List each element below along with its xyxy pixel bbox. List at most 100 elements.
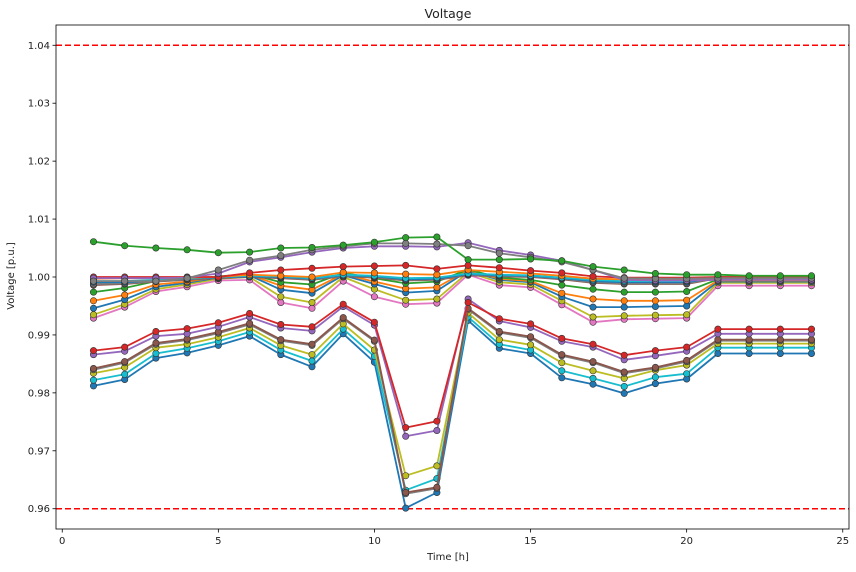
data-point-19-3: [183, 274, 191, 282]
data-point-20-18: [651, 269, 659, 277]
data-point-6-14: [527, 320, 535, 328]
y-tick-label-4: 1.00: [28, 273, 50, 284]
data-point-4-9: [370, 336, 378, 344]
x-tick-label-0: 0: [59, 536, 65, 547]
data-point-16-7: [308, 273, 316, 281]
series-line-6: [93, 301, 812, 429]
data-point-6-12: [464, 298, 472, 306]
data-point-6-7: [308, 323, 316, 331]
data-point-19-13: [495, 249, 503, 257]
data-point-4-23: [807, 336, 815, 344]
data-point-20-5: [246, 248, 254, 256]
data-point-10-15: [558, 289, 566, 297]
data-point-9-19: [683, 302, 691, 310]
series-line-2: [93, 311, 812, 477]
data-point-19-5: [246, 256, 254, 264]
data-point-4-19: [683, 356, 691, 364]
data-point-4-1: [121, 358, 129, 366]
data-point-17-9: [370, 262, 378, 270]
data-point-8-17: [620, 312, 628, 320]
data-point-6-9: [370, 318, 378, 326]
data-point-6-8: [339, 300, 347, 308]
data-point-19-10: [402, 239, 410, 247]
y-tick-label-5: 1.01: [28, 215, 50, 226]
data-point-20-19: [683, 271, 691, 279]
data-point-4-21: [745, 336, 753, 344]
data-point-19-0: [90, 277, 98, 285]
data-point-4-2: [152, 339, 160, 347]
data-point-11-15: [558, 281, 566, 289]
data-point-6-16: [589, 340, 597, 348]
series-line-7: [93, 273, 812, 324]
y-tick-label-8: 1.04: [28, 41, 50, 52]
data-point-4-10: [402, 488, 410, 496]
data-point-8-7: [308, 298, 316, 306]
data-point-6-1: [121, 343, 129, 351]
data-point-0-7: [308, 363, 316, 371]
y-tick-label-1: 0.97: [28, 446, 50, 457]
data-point-9-17: [620, 303, 628, 311]
data-point-2-7: [308, 351, 316, 359]
x-axis-label: Time [h]: [426, 552, 469, 563]
data-point-20-1: [121, 242, 129, 250]
plot-area: [56, 44, 849, 512]
y-tick-label-3: 0.99: [28, 330, 50, 341]
data-point-6-0: [90, 347, 98, 355]
series-20: [90, 233, 815, 280]
data-point-0-15: [558, 374, 566, 382]
data-point-19-4: [214, 266, 222, 274]
data-point-4-5: [246, 319, 254, 327]
data-point-4-13: [495, 327, 503, 335]
x-tick-label-5: 25: [836, 536, 849, 547]
data-point-16-6: [277, 272, 285, 280]
data-point-4-15: [558, 351, 566, 359]
data-point-19-11: [433, 240, 441, 248]
data-point-11-19: [683, 287, 691, 295]
data-point-6-11: [433, 417, 441, 425]
data-point-16-11: [433, 271, 441, 279]
data-point-7-9: [370, 293, 378, 301]
data-point-10-11: [433, 283, 441, 291]
data-point-6-3: [183, 325, 191, 333]
data-point-17-13: [495, 264, 503, 272]
data-point-8-18: [651, 311, 659, 319]
data-point-20-8: [339, 241, 347, 249]
data-point-17-5: [246, 269, 254, 277]
data-point-6-20: [714, 325, 722, 333]
series-line-4: [93, 307, 812, 494]
data-point-4-17: [620, 368, 628, 376]
data-point-6-23: [807, 325, 815, 333]
data-point-0-23: [807, 349, 815, 357]
series-6: [90, 298, 815, 432]
data-point-10-16: [589, 295, 597, 303]
data-point-0-16: [589, 380, 597, 388]
data-point-4-0: [90, 364, 98, 372]
data-point-6-5: [246, 309, 254, 317]
data-point-6-4: [214, 319, 222, 327]
data-point-19-6: [277, 252, 285, 260]
data-point-8-16: [589, 313, 597, 321]
data-point-2-14: [527, 341, 535, 349]
data-point-6-18: [651, 347, 659, 355]
data-point-6-10: [402, 424, 410, 432]
data-point-17-16: [589, 272, 597, 280]
y-axis-label: Voltage [p.u.]: [6, 242, 17, 310]
data-point-20-6: [277, 244, 285, 252]
data-point-0-22: [776, 349, 784, 357]
data-point-20-3: [183, 246, 191, 254]
data-point-11-18: [651, 288, 659, 296]
data-point-11-0: [90, 288, 98, 296]
data-point-11-16: [589, 285, 597, 293]
y-tick-label-0: 0.96: [28, 504, 50, 515]
data-point-6-22: [776, 325, 784, 333]
data-point-17-6: [277, 266, 285, 274]
data-point-20-2: [152, 244, 160, 252]
data-point-20-21: [745, 272, 753, 280]
axis-ticks: 0 5 10 15 20 25 0.96 0.97 0.98 0.99 1.00 1.01 1.02 1.…: [28, 41, 849, 547]
data-point-16-9: [370, 269, 378, 277]
data-point-2-16: [589, 367, 597, 375]
data-point-19-1: [121, 277, 129, 285]
data-point-0-17: [620, 389, 628, 397]
data-point-20-7: [308, 244, 316, 252]
